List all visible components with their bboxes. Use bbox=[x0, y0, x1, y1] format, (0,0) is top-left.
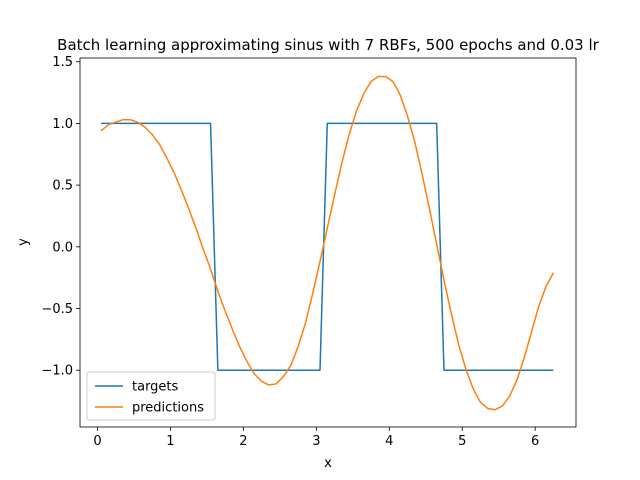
y-tick-label: 1.0 bbox=[52, 117, 73, 132]
legend: targets predictions bbox=[86, 371, 216, 421]
x-tick-label: 1 bbox=[166, 434, 174, 449]
legend-label-predictions: predictions bbox=[132, 401, 204, 416]
plot-background bbox=[80, 58, 576, 427]
y-tick-label: 0.0 bbox=[52, 240, 73, 255]
y-axis: −1.0 −0.5 0.0 0.5 1.0 1.5 bbox=[41, 55, 80, 379]
x-axis-label: x bbox=[324, 456, 332, 471]
plot-frame bbox=[79, 57, 577, 428]
x-tick-label: 3 bbox=[312, 434, 320, 449]
y-tick-label: 1.5 bbox=[52, 55, 73, 70]
x-tick-label: 4 bbox=[385, 434, 393, 449]
legend-box bbox=[86, 371, 216, 421]
y-tick-label: −0.5 bbox=[41, 302, 73, 317]
y-tick-label: −1.0 bbox=[41, 364, 73, 379]
series-line-predictions bbox=[100, 75, 555, 411]
x-tick-label: 0 bbox=[93, 434, 101, 449]
plot-area bbox=[79, 57, 577, 428]
x-axis: 0 1 2 3 4 5 6 bbox=[93, 427, 539, 449]
y-axis-label: y bbox=[16, 238, 31, 246]
x-tick-label: 2 bbox=[239, 434, 247, 449]
y-tick-label: 0.5 bbox=[52, 179, 73, 194]
chart-title: Batch learning approximating sinus with … bbox=[57, 36, 599, 54]
legend-label-targets: targets bbox=[132, 380, 179, 395]
x-tick-label: 5 bbox=[458, 434, 466, 449]
x-tick-label: 6 bbox=[531, 434, 539, 449]
